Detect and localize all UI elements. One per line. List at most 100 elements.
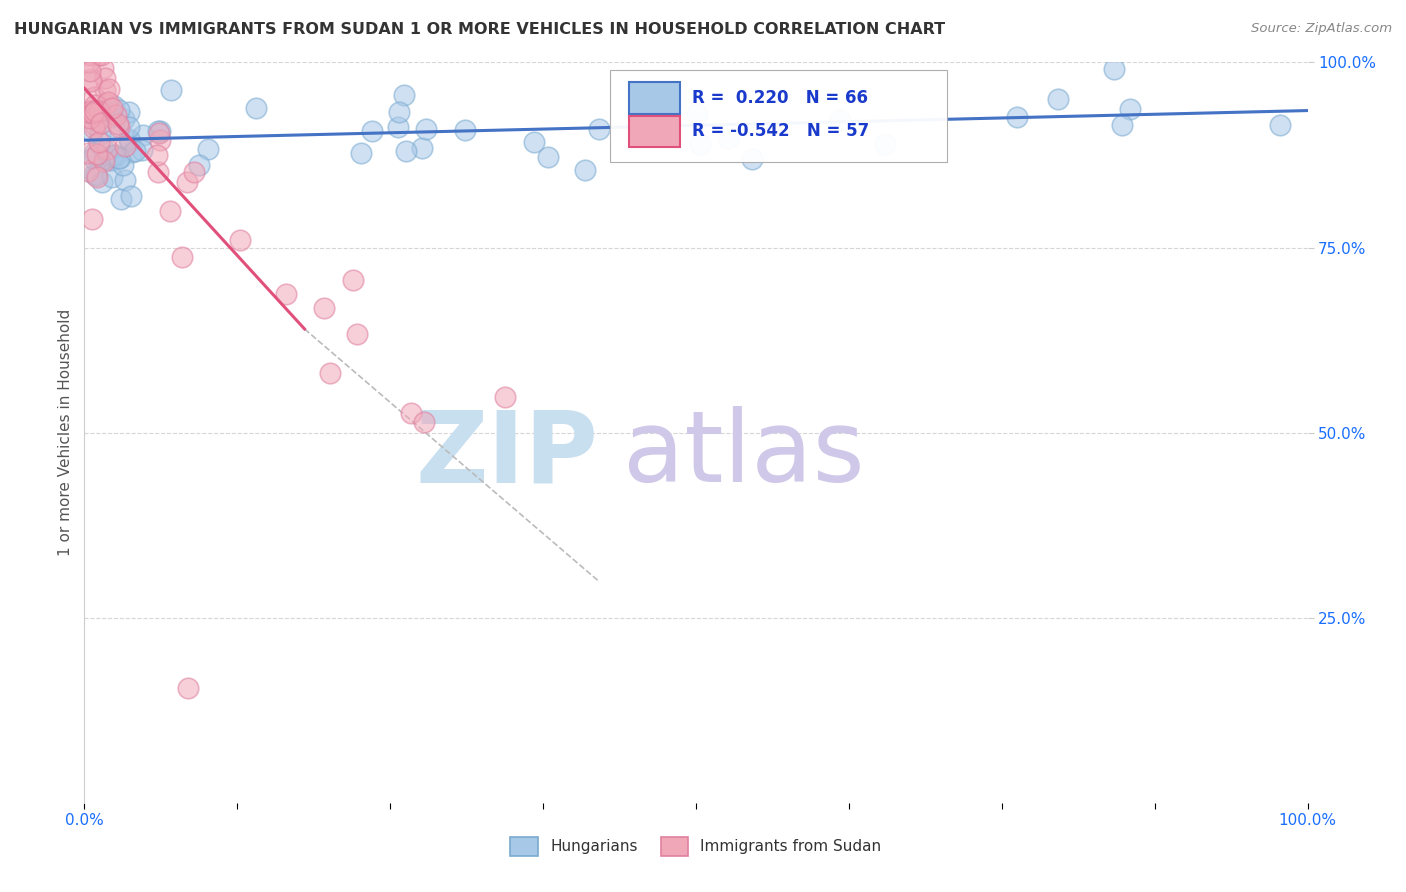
Point [80, 74, 103, 88]
Point [172, 250, 194, 264]
Point [83, 167, 105, 181]
Point [148, 126, 170, 140]
Point [94, 83, 117, 97]
Point [83, 89, 105, 103]
Y-axis label: 1 or more Vehicles in Household: 1 or more Vehicles in Household [58, 309, 73, 557]
Point [399, 406, 422, 420]
Point [93, 70, 115, 85]
Point [361, 124, 384, 138]
Point [124, 144, 146, 158]
Point [82, 48, 104, 62]
Point [83, 119, 105, 133]
Point [522, 136, 544, 150]
Text: R = -0.542   N = 57: R = -0.542 N = 57 [692, 122, 869, 140]
Point [80, 125, 103, 139]
Point [197, 142, 219, 156]
Point [79, 111, 101, 125]
Point [146, 124, 169, 138]
Point [415, 121, 437, 136]
FancyBboxPatch shape [610, 70, 946, 162]
Point [148, 124, 170, 138]
Point [87, 104, 110, 119]
Point [107, 117, 129, 131]
Point [346, 327, 368, 342]
Point [149, 132, 172, 146]
Point [1047, 92, 1070, 106]
Point [873, 137, 896, 152]
Text: HUNGARIAN VS IMMIGRANTS FROM SUDAN 1 OR MORE VEHICLES IN HOUSEHOLD CORRELATION C: HUNGARIAN VS IMMIGRANTS FROM SUDAN 1 OR … [14, 22, 945, 37]
Point [100, 110, 122, 124]
Point [118, 105, 141, 120]
Point [84, 168, 107, 182]
Point [84, 98, 107, 112]
Point [90, 48, 112, 62]
Point [159, 204, 181, 219]
Point [111, 158, 134, 172]
Point [82, 103, 104, 117]
Point [104, 108, 127, 122]
Point [160, 82, 183, 96]
Point [131, 143, 153, 157]
Point [82, 212, 104, 227]
Point [1270, 118, 1292, 132]
Point [94, 96, 117, 111]
Text: Source: ZipAtlas.com: Source: ZipAtlas.com [1251, 22, 1392, 36]
Point [145, 148, 167, 162]
Point [395, 145, 418, 159]
Point [319, 366, 342, 380]
Legend: Hungarians, Immigrants from Sudan: Hungarians, Immigrants from Sudan [505, 831, 887, 862]
FancyBboxPatch shape [628, 82, 681, 113]
Point [110, 192, 132, 206]
Point [101, 153, 124, 168]
Point [101, 148, 124, 162]
Point [177, 681, 200, 695]
Point [118, 132, 141, 146]
Point [276, 287, 298, 301]
Point [87, 114, 110, 128]
Point [312, 301, 335, 315]
Point [387, 120, 409, 135]
Point [717, 131, 740, 145]
Point [114, 173, 136, 187]
Point [114, 139, 136, 153]
Point [101, 101, 124, 115]
Point [536, 150, 558, 164]
Point [494, 390, 516, 404]
Point [120, 188, 142, 202]
Point [83, 146, 105, 161]
Point [91, 141, 114, 155]
Point [454, 122, 477, 136]
Point [87, 135, 110, 149]
Point [86, 169, 108, 184]
Point [87, 48, 110, 62]
Point [83, 103, 105, 118]
Point [80, 103, 103, 118]
Point [392, 88, 415, 103]
Point [1005, 110, 1028, 124]
Point [76, 145, 98, 160]
Point [1119, 102, 1142, 116]
Point [828, 113, 851, 128]
Point [97, 95, 120, 110]
Point [108, 151, 131, 165]
Point [103, 120, 125, 134]
Point [388, 105, 411, 120]
Point [689, 136, 711, 151]
Point [82, 106, 104, 120]
Text: atlas: atlas [623, 407, 865, 503]
Point [80, 71, 103, 86]
Point [97, 81, 120, 95]
Point [108, 151, 131, 165]
Point [89, 116, 111, 130]
Point [101, 170, 124, 185]
Point [91, 61, 114, 75]
Point [741, 152, 763, 166]
Point [112, 112, 135, 126]
Point [187, 158, 209, 172]
Point [103, 99, 125, 113]
Point [120, 134, 142, 148]
Point [86, 146, 108, 161]
Point [98, 153, 121, 167]
Point [146, 164, 169, 178]
Point [89, 104, 111, 119]
